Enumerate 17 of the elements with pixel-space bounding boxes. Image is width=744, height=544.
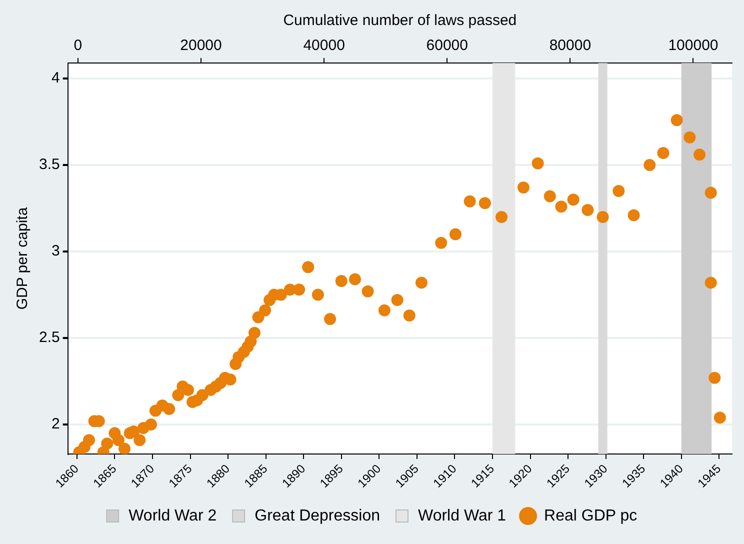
x2-tick-label: 0	[74, 37, 82, 54]
y-axis-title: GDP per capita	[14, 206, 32, 310]
legend-label: World War 1	[418, 507, 506, 524]
x2-tick-label: 40000	[303, 37, 345, 54]
x2-tick-label: 60000	[426, 37, 468, 54]
y-tick-label: 2.5	[38, 329, 60, 346]
y-tick-label: 2	[52, 416, 60, 433]
y-tick-label: 3.5	[38, 156, 60, 174]
x2-tick-label: 100000	[668, 37, 718, 54]
y-tick-label: 4	[52, 70, 60, 87]
x2-tick-label: 80000	[549, 37, 592, 54]
x2-tick-label: 20000	[180, 37, 222, 54]
y-tick-label: 3	[52, 242, 60, 260]
x2-axis-title: Cumulative number of laws passed	[283, 12, 517, 30]
legend-label: Great Depression	[254, 507, 380, 524]
legend-label: World War 2	[128, 507, 217, 524]
legend-label: Real GDP pc	[544, 507, 638, 524]
